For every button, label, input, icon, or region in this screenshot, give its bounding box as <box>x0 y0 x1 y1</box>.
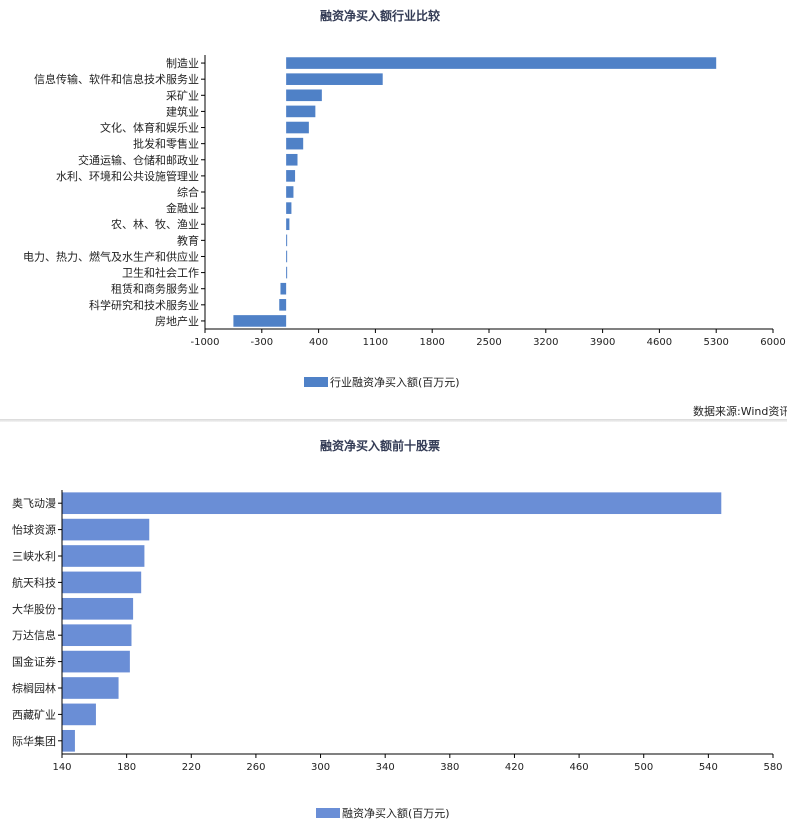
category-label: 科学研究和技术服务业 <box>89 298 199 312</box>
category-label: 电力、热力、燃气及水生产和供应业 <box>23 249 199 263</box>
category-label: 航天科技 <box>12 575 56 589</box>
x-tick-label: 1800 <box>419 337 444 348</box>
legend-swatch <box>316 808 340 818</box>
legend-swatch <box>304 377 328 387</box>
bar <box>62 650 130 673</box>
legend-label: 融资净买入额(百万元) <box>342 806 450 820</box>
x-tick-label: 140 <box>52 762 71 773</box>
category-label: 万达信息 <box>12 628 56 642</box>
category-label: 租赁和商务服务业 <box>111 282 199 296</box>
category-label: 建筑业 <box>166 104 199 118</box>
category-label: 水利、环境和公共设施管理业 <box>56 169 199 183</box>
industry-net-buy-chart: 融资净买入额行业比较 -1000 -300 400 1100 1800 2500 3200 3… <box>23 8 787 418</box>
category-label: 文化、体育和娱乐业 <box>100 121 199 135</box>
category-label: 批发和零售业 <box>133 137 199 151</box>
x-tick-label: 4600 <box>647 337 672 348</box>
x-tick-label: 260 <box>246 762 265 773</box>
x-tick-label: 3900 <box>590 337 615 348</box>
category-label: 三峡水利 <box>12 549 56 563</box>
x-tick-label: 580 <box>763 762 782 773</box>
x-tick-label: 380 <box>440 762 459 773</box>
bar <box>279 299 287 311</box>
bar <box>286 73 383 85</box>
bar <box>286 218 290 231</box>
x-tick-label: 300 <box>311 762 330 773</box>
category-label: 房地产业 <box>155 314 199 328</box>
bar <box>62 703 96 726</box>
bar <box>286 137 304 150</box>
bar <box>280 282 287 295</box>
category-label: 怡球资源 <box>12 523 56 537</box>
category-label: 国金证券 <box>12 655 56 669</box>
data-source: 数据来源:Wind资讯 <box>693 404 787 418</box>
category-label: 教育 <box>177 233 199 247</box>
x-tick-label: 400 <box>309 337 328 348</box>
legend-label: 行业融资净买入额(百万元) <box>330 375 460 389</box>
x-tick-label: 180 <box>117 762 136 773</box>
category-label: 西藏矿业 <box>12 708 56 721</box>
legend: 行业融资净买入额(百万元) <box>304 375 460 389</box>
category-label: 金融业 <box>166 201 199 215</box>
bar <box>62 677 119 699</box>
bar <box>286 186 294 198</box>
chart-divider <box>0 419 787 422</box>
bar <box>62 624 132 647</box>
bar <box>286 89 322 102</box>
bar <box>286 234 288 247</box>
bar <box>62 492 722 515</box>
x-tick-label: 1100 <box>363 337 388 348</box>
chart-title: 融资净买入额前十股票 <box>320 438 440 453</box>
bar <box>62 518 150 541</box>
category-label: 交通运输、仓储和邮政业 <box>78 153 199 167</box>
x-tick-label: 460 <box>570 762 589 773</box>
category-label: 制造业 <box>166 56 199 70</box>
category-label: 采矿业 <box>166 89 199 102</box>
x-tick-label: 5300 <box>703 337 728 348</box>
x-tick-label: 2500 <box>476 337 501 348</box>
bar <box>62 729 75 752</box>
x-tick-label: 500 <box>634 762 653 773</box>
category-label: 奥飞动漫 <box>12 496 56 510</box>
bar <box>62 545 145 567</box>
category-label: 农、林、牧、渔业 <box>111 217 199 231</box>
bar <box>286 57 717 69</box>
x-tick-label: -1000 <box>190 337 219 348</box>
category-label: 棕榈园林 <box>12 681 56 695</box>
top10-stocks-chart: 融资净买入额前十股票 140 180 220 260 300 340 380 420 460 50… <box>12 438 783 820</box>
category-label: 际华集团 <box>12 734 56 748</box>
bar <box>286 105 316 118</box>
x-tick-label: 6000 <box>760 337 785 348</box>
bar <box>286 121 309 134</box>
bar <box>286 202 292 214</box>
x-tick-label: 220 <box>182 762 201 773</box>
x-tick-label: 420 <box>505 762 524 773</box>
x-tick-label: 540 <box>699 762 718 773</box>
category-label: 大华股份 <box>12 602 56 616</box>
x-tick-label: 3200 <box>533 337 558 348</box>
x-tick-label: 340 <box>376 762 395 773</box>
bar <box>62 597 134 620</box>
category-label: 信息传输、软件和信息技术服务业 <box>34 72 199 86</box>
bar <box>286 266 288 279</box>
bar <box>62 571 142 594</box>
legend: 融资净买入额(百万元) <box>316 806 450 820</box>
category-label: 综合 <box>177 185 199 199</box>
bar <box>233 315 287 327</box>
x-tick-label: -300 <box>250 337 273 348</box>
bar <box>286 170 296 182</box>
bar <box>286 153 298 166</box>
category-label: 卫生和社会工作 <box>122 266 199 280</box>
chart-title: 融资净买入额行业比较 <box>320 8 440 23</box>
bar <box>286 250 288 263</box>
